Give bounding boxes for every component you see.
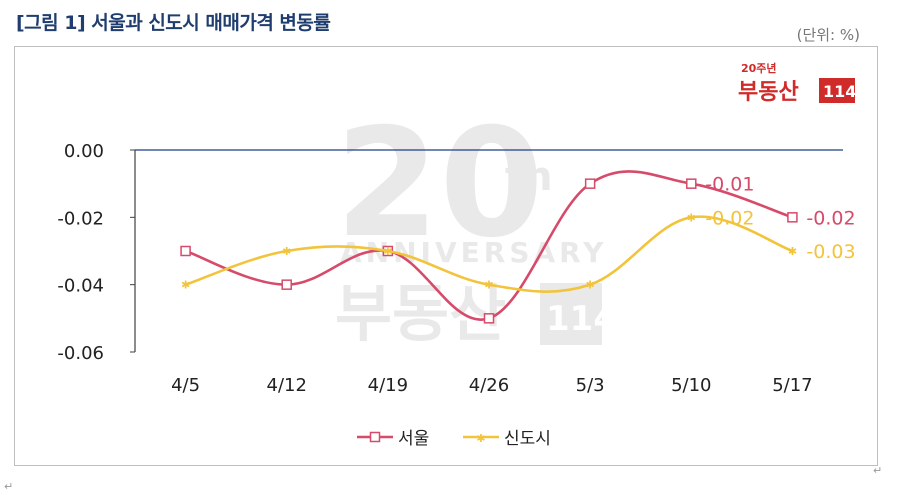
data-point: ✱ [383,245,392,258]
legend-item-seoul: 서울 [357,429,429,449]
x-tick-label: 4/12 [267,375,307,396]
data-point: ✱ [181,279,190,292]
x-tick-label: 5/17 [772,375,812,396]
data-point: ✱ [586,279,595,292]
legend-newtown-label: 신도시 [504,429,551,449]
legend-seoul-marker [369,431,381,443]
x-tick-label: 5/10 [671,375,711,396]
y-tick-label: 0.00 [64,141,104,162]
data-point: ✱ [484,279,493,292]
series-newtown: ✱ ✱ ✱ ✱ ✱ ✱ -0.02 ✱ -0.03 [181,207,856,293]
data-point: ✱ [788,245,797,258]
y-tick-label: -0.06 [57,343,104,364]
legend: 서울 ✱ 신도시 [357,429,551,449]
brand-logo: 20주년 부동산 114 [738,61,856,105]
x-tick-label: 5/3 [576,375,605,396]
data-point [483,313,495,324]
y-tick-label: -0.04 [57,276,104,297]
series-line [185,215,793,293]
y-ticks: 0.00 -0.02 -0.04 -0.06 [57,141,135,364]
data-label: -0.02 [705,207,754,229]
series-layer: -0.01 -0.02 ✱ ✱ ✱ ✱ ✱ ✱ -0.02 ✱ -0.03 [180,170,856,324]
chart-title: [그림 1] 서울과 신도시 매매가격 변동률 [16,12,331,34]
legend-newtown-marker: ✱ [476,432,485,445]
data-point [180,245,191,257]
data-point [584,178,596,189]
logo-brand: 부동산 [738,80,799,105]
x-ticks: 4/5 4/12 4/19 4/26 5/3 5/10 5/17 [171,375,813,396]
logo-114: 114 [823,82,856,101]
data-point: ✱ [282,245,291,258]
x-tick-label: 4/19 [368,375,408,396]
y-tick-label: -0.02 [57,208,104,229]
data-label: -0.03 [806,241,855,263]
watermark-anniversary: ANNIVERSARY [340,236,607,269]
anniversary-watermark: 20 th ANNIVERSARY 부동산 114 [335,97,617,350]
watermark-brand: 부동산 [335,277,506,350]
data-label: -0.02 [806,207,855,229]
data-point [686,178,697,189]
watermark-th: th [505,154,553,200]
unit-label: (단위: %) [796,26,860,44]
x-tick-label: 4/5 [171,375,200,396]
watermark-114-box [540,283,602,345]
legend-seoul-label: 서울 [398,429,429,449]
paragraph-mark-left: ↵ [4,480,14,493]
data-point [787,212,798,223]
series-seoul: -0.01 -0.02 [180,170,856,324]
data-point [281,279,292,290]
logo-sup: 20주년 [741,61,777,75]
paragraph-mark-right: ↵ [873,464,883,477]
watermark-20: 20 [335,97,544,271]
chart-frame [14,46,878,466]
watermark-114: 114 [546,299,617,339]
logo-114-box [819,78,855,103]
data-label: -0.01 [705,174,754,196]
data-point: ✱ [687,211,696,224]
legend-item-newtown: ✱ 신도시 [463,429,551,449]
x-tick-label: 4/26 [469,375,509,396]
